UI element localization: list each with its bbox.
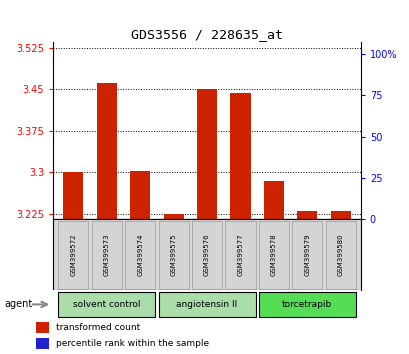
Bar — [63, 172, 83, 219]
Bar — [92, 221, 121, 289]
Bar — [130, 171, 150, 219]
Bar — [325, 221, 355, 289]
Text: GSM399574: GSM399574 — [137, 234, 143, 276]
Bar — [230, 93, 250, 219]
Text: GSM399573: GSM399573 — [103, 234, 110, 276]
Bar — [58, 292, 155, 317]
Bar — [258, 292, 355, 317]
Text: transformed count: transformed count — [56, 323, 139, 332]
Bar — [225, 221, 255, 289]
Text: agent: agent — [4, 299, 32, 309]
Text: GSM399579: GSM399579 — [303, 234, 310, 276]
Text: GSM399572: GSM399572 — [70, 234, 76, 276]
Text: GSM399575: GSM399575 — [170, 234, 176, 276]
Bar — [97, 83, 117, 219]
Text: GSM399576: GSM399576 — [204, 234, 209, 276]
Text: GSM399577: GSM399577 — [237, 234, 243, 276]
Bar — [58, 221, 88, 289]
Bar — [158, 221, 188, 289]
Bar — [258, 221, 288, 289]
Bar — [158, 292, 255, 317]
Bar — [197, 90, 216, 219]
Title: GDS3556 / 228635_at: GDS3556 / 228635_at — [131, 28, 282, 41]
Text: angiotensin II: angiotensin II — [176, 300, 237, 309]
Bar — [163, 214, 183, 219]
Text: GSM399578: GSM399578 — [270, 234, 276, 276]
Text: torcetrapib: torcetrapib — [281, 300, 332, 309]
Bar — [292, 221, 321, 289]
Bar — [330, 211, 350, 219]
Text: percentile rank within the sample: percentile rank within the sample — [56, 339, 208, 348]
Bar — [125, 221, 155, 289]
Text: GSM399580: GSM399580 — [337, 234, 343, 276]
Bar — [36, 322, 49, 333]
Bar — [263, 181, 283, 219]
Bar — [191, 221, 222, 289]
Text: solvent control: solvent control — [73, 300, 140, 309]
Bar — [36, 338, 49, 349]
Bar — [297, 211, 317, 219]
